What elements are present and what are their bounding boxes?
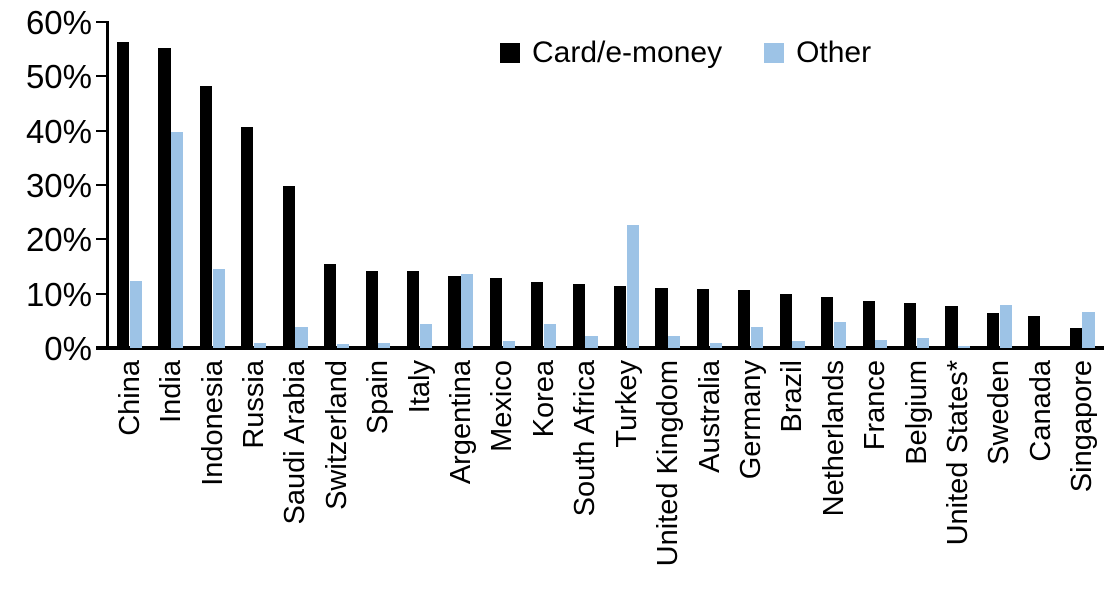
bar-card-indonesia xyxy=(199,85,213,348)
x-label-united-states-: United States* xyxy=(942,360,975,546)
x-label-netherlands: Netherlands xyxy=(817,360,850,517)
x-label-france: France xyxy=(859,360,892,451)
bar-other-indonesia xyxy=(212,268,225,348)
chart-legend: Card/e-money Other xyxy=(500,38,871,68)
bar-card-canada xyxy=(1028,316,1041,348)
bar-card-sweden xyxy=(986,313,999,348)
x-label-russia: Russia xyxy=(237,360,270,449)
bar-other-united-kingdom xyxy=(668,335,681,348)
bar-other-brazil xyxy=(792,341,805,348)
y-tick-mark xyxy=(96,292,109,295)
bar-card-switzerland xyxy=(324,263,337,348)
y-tick-mark xyxy=(96,129,109,132)
x-label-australia: Australia xyxy=(693,360,726,473)
y-tick-label: 10% xyxy=(25,275,92,313)
x-axis xyxy=(96,346,1104,350)
y-tick-mark xyxy=(96,184,109,186)
x-label-south-africa: South Africa xyxy=(569,360,602,517)
bar-card-singapore xyxy=(1069,327,1082,348)
bar-other-argentina xyxy=(461,273,474,348)
y-tick-mark xyxy=(96,347,109,349)
x-label-sweden: Sweden xyxy=(983,360,1016,465)
bar-card-turkey xyxy=(614,285,627,348)
bar-card-united-kingdom xyxy=(655,287,668,348)
y-tick-label: 40% xyxy=(25,112,92,150)
bar-card-south-africa xyxy=(572,284,585,348)
x-label-saudi-arabia: Saudi Arabia xyxy=(279,360,312,525)
bar-other-russia xyxy=(254,342,267,348)
y-tick-label: 60% xyxy=(25,4,92,41)
x-label-italy: Italy xyxy=(403,360,436,414)
bar-card-korea xyxy=(531,281,544,348)
bar-card-china xyxy=(117,41,130,348)
bar-other-germany xyxy=(751,326,764,348)
x-label-korea: Korea xyxy=(527,360,560,438)
bar-card-australia xyxy=(696,289,710,348)
bar-card-brazil xyxy=(779,293,792,348)
y-tick-mark xyxy=(96,238,109,241)
y-tick-label: 20% xyxy=(25,221,92,259)
x-label-indonesia: Indonesia xyxy=(196,360,229,486)
x-label-canada: Canada xyxy=(1024,360,1057,462)
bar-other-united-states- xyxy=(958,346,971,348)
x-label-belgium: Belgium xyxy=(900,360,933,465)
bar-other-italy xyxy=(419,323,432,348)
bar-other-korea xyxy=(543,323,557,348)
legend-item-other: Other xyxy=(764,38,871,68)
bar-card-france xyxy=(862,301,875,348)
bar-other-france xyxy=(875,339,888,348)
legend-swatch-other-icon xyxy=(764,43,785,63)
bar-card-belgium xyxy=(903,303,917,348)
x-label-mexico: Mexico xyxy=(486,360,519,452)
legend-label-card: Card/e-money xyxy=(532,36,723,69)
bar-card-russia xyxy=(241,126,254,348)
bar-card-argentina xyxy=(448,276,461,348)
y-tick-label: 50% xyxy=(25,58,92,96)
bar-other-belgium xyxy=(916,337,929,348)
bar-other-south-africa xyxy=(585,335,598,348)
x-label-brazil: Brazil xyxy=(776,360,809,433)
legend-swatch-card-icon xyxy=(500,43,520,63)
bar-other-sweden xyxy=(999,305,1012,348)
bar-card-italy xyxy=(406,271,420,348)
bar-other-netherlands xyxy=(833,321,847,348)
bar-other-australia xyxy=(709,342,722,348)
bar-other-switzerland xyxy=(336,343,350,348)
y-tick-label: 0% xyxy=(44,330,92,367)
x-label-germany: Germany xyxy=(734,360,767,480)
y-tick-mark xyxy=(96,75,109,78)
bar-other-china xyxy=(129,281,142,348)
x-label-united-kingdom: United Kingdom xyxy=(652,360,685,567)
x-label-switzerland: Switzerland xyxy=(320,360,353,510)
bar-other-india xyxy=(171,131,184,348)
bar-card-united-states- xyxy=(945,305,958,348)
bar-other-mexico xyxy=(502,341,515,348)
bar-card-spain xyxy=(365,270,378,348)
bar-other-saudi-arabia xyxy=(295,326,308,348)
x-label-spain: Spain xyxy=(362,360,395,435)
bar-card-india xyxy=(158,48,171,348)
bar-card-mexico xyxy=(489,278,502,348)
bar-other-turkey xyxy=(626,225,639,348)
bar-other-spain xyxy=(378,342,391,348)
x-label-singapore: Singapore xyxy=(1066,360,1099,493)
legend-item-card-e-money: Card/e-money xyxy=(500,38,722,68)
x-label-turkey: Turkey xyxy=(610,360,643,448)
y-tick-mark xyxy=(96,21,109,23)
x-label-argentina: Argentina xyxy=(445,360,478,485)
y-tick-label: 30% xyxy=(25,167,92,204)
legend-label-other: Other xyxy=(796,36,872,69)
x-label-india: India xyxy=(155,360,188,423)
bar-card-netherlands xyxy=(821,297,834,348)
bar-card-saudi-arabia xyxy=(282,186,295,348)
bar-other-singapore xyxy=(1082,312,1095,348)
bar-card-germany xyxy=(738,290,751,348)
x-label-china: China xyxy=(113,360,146,436)
